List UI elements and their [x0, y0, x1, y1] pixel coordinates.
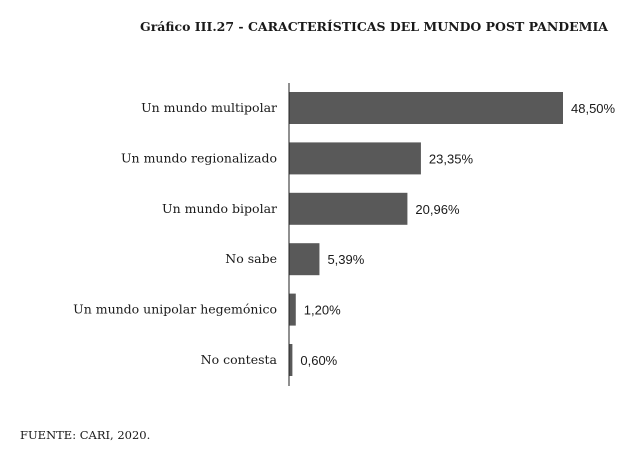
bar: [289, 192, 408, 225]
category-label: Un mundo regionalizado: [121, 150, 277, 165]
value-label: 48,50%: [571, 101, 616, 116]
category-label: No sabe: [225, 251, 277, 266]
category-label: Un mundo unipolar hegemónico: [73, 302, 277, 317]
bar: [289, 344, 293, 376]
plot-area: Un mundo multipolar 48,50% Un mundo region…: [73, 92, 616, 376]
source-note: FUENTE: CARI, 2020.: [20, 428, 150, 442]
value-label: 0,60%: [300, 353, 337, 368]
bar: [289, 293, 296, 326]
chart-title: Gráfico III.27 - CARACTERÍSTICAS DEL MUN…: [140, 19, 608, 34]
value-label: 20,96%: [415, 202, 460, 217]
value-label: 1,20%: [304, 303, 341, 318]
category-label: Un mundo bipolar: [162, 201, 277, 216]
category-label: No contesta: [201, 352, 278, 367]
bar: [289, 92, 563, 124]
category-label: Un mundo multipolar: [141, 100, 277, 115]
value-label: 23,35%: [429, 151, 474, 166]
value-label: 5,39%: [327, 252, 364, 267]
bar: [289, 243, 320, 276]
bar: [289, 142, 421, 175]
